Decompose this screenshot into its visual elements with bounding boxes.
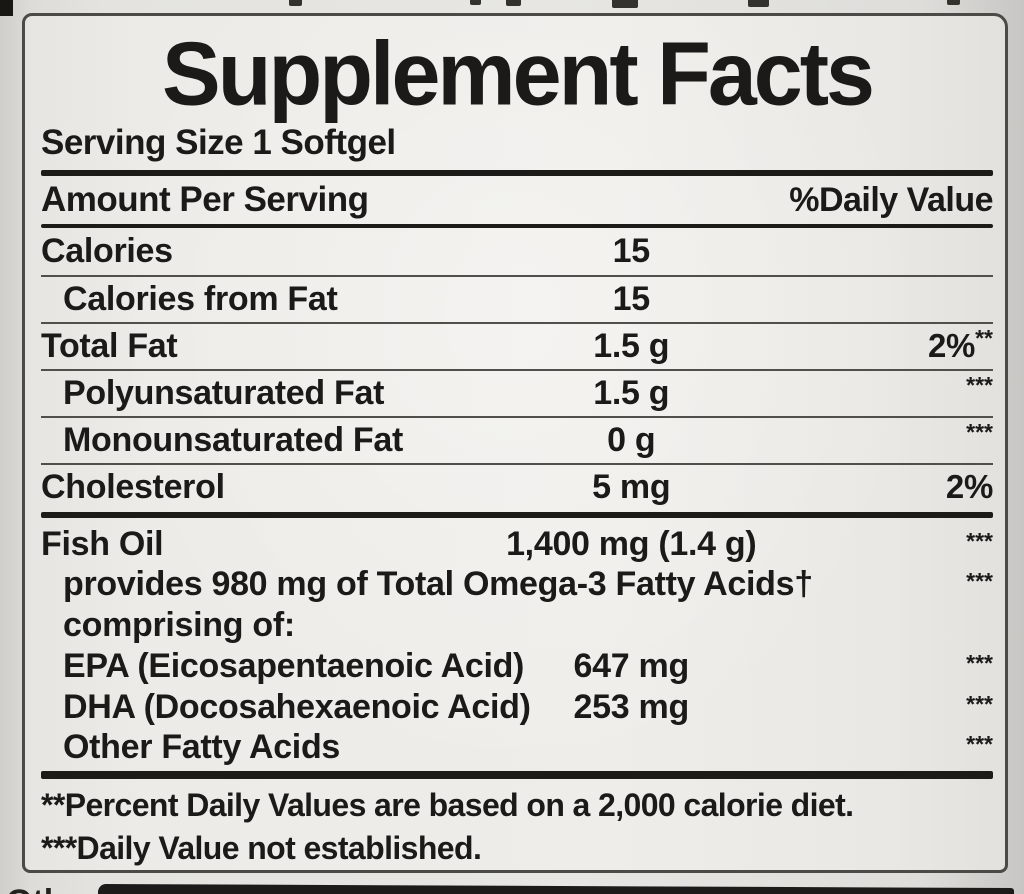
- photo-cutoff-fragment: [470, 0, 481, 5]
- photo-cutoff-fragment: [289, 0, 302, 6]
- table-row: Fish Oil 1,400 mg (1.4 g) ***: [41, 518, 993, 564]
- table-row: EPA (Eicosapentaenoic Acid) 647 mg ***: [41, 646, 993, 687]
- nutrient-amount: 15: [612, 279, 651, 318]
- nutrient-name: Cholesterol: [41, 467, 225, 506]
- daily-value-header: %Daily Value: [789, 180, 993, 219]
- photo-cutoff-strip: Oth: [0, 881, 1024, 894]
- nutrient-amount: 1.5 g: [593, 373, 670, 412]
- table-row: Calories from Fat 15: [41, 274, 993, 322]
- nutrient-table: Calories 15 Calories from Fat 15 Total F…: [41, 228, 993, 510]
- daily-value: ***: [966, 565, 993, 604]
- table-row: provides 980 mg of Total Omega-3 Fatty A…: [41, 564, 993, 605]
- photo-cutoff-fragment: [97, 884, 1015, 894]
- daily-value-footmark: ***: [966, 731, 993, 758]
- nutrient-name: Calories from Fat: [63, 279, 338, 318]
- nutrient-amount: 647 mg: [573, 647, 690, 686]
- table-row: comprising of:: [41, 605, 993, 646]
- divider-thick: [41, 511, 993, 519]
- photo-cutoff-fragment: [612, 0, 638, 8]
- serving-size: Serving Size 1 Softgel: [41, 123, 396, 162]
- daily-value-footmark: ***: [966, 528, 993, 555]
- daily-value-footmark: **: [975, 324, 993, 351]
- nutrient-amount: 0 g: [607, 420, 656, 459]
- nutrient-name: Fish Oil: [41, 525, 164, 564]
- nutrient-name: DHA (Docosahexaenoic Acid): [63, 688, 531, 727]
- supplement-facts-panel: Supplement Facts Serving Size 1 Softgel …: [22, 13, 1008, 873]
- daily-value: 2%: [946, 468, 993, 507]
- nutrient-name: comprising of:: [63, 606, 295, 645]
- footnote-daily-value-not-established: ***Daily Value not established.: [41, 829, 482, 866]
- nutrient-name: Polyunsaturated Fat: [63, 373, 385, 412]
- nutrient-amount: 1,400 mg (1.4 g): [506, 525, 757, 564]
- table-row: Cholesterol 5 mg 2%: [41, 462, 993, 510]
- table-row: Other Fatty Acids ***: [41, 728, 993, 767]
- daily-value: ***: [966, 688, 993, 727]
- table-row: Total Fat 1.5 g 2%**: [41, 321, 993, 369]
- table-row: Monounsaturated Fat 0 g ***: [41, 415, 993, 463]
- nutrient-amount: 1.5 g: [593, 326, 670, 365]
- table-row: Calories 15: [41, 228, 993, 275]
- amount-per-serving-header: Amount Per Serving: [41, 180, 369, 220]
- column-header-row: Amount Per Serving %Daily Value: [41, 176, 993, 224]
- daily-value: ***: [966, 728, 993, 767]
- nutrient-name: Monounsaturated Fat: [63, 420, 403, 459]
- daily-value-footmark: ***: [966, 418, 993, 445]
- panel-title: Supplement Facts: [162, 23, 875, 125]
- daily-value: ***: [966, 647, 993, 686]
- daily-value-pct: 2%: [945, 467, 993, 505]
- photo-cutoff-fragment: [748, 0, 769, 7]
- nutrient-amount: 5 mg: [592, 467, 671, 506]
- daily-value-footmark: ***: [966, 691, 993, 718]
- fish-oil-section: Fish Oil 1,400 mg (1.4 g) *** provides 9…: [41, 518, 993, 767]
- photo-cutoff-fragment: [506, 0, 521, 6]
- daily-value: 2%**: [927, 324, 993, 366]
- nutrient-name: Calories: [41, 231, 173, 270]
- nutrient-amount: 253 mg: [573, 688, 690, 727]
- daily-value-footmark: ***: [966, 650, 993, 677]
- daily-value: ***: [966, 371, 993, 413]
- photo-cutoff-fragment: [0, 0, 13, 16]
- nutrient-name: EPA (Eicosapentaenoic Acid): [63, 647, 525, 686]
- daily-value-footmark: ***: [966, 568, 993, 595]
- photo-cutoff-fragment: [947, 0, 960, 5]
- table-row: DHA (Docosahexaenoic Acid) 253 mg ***: [41, 687, 993, 728]
- daily-value: ***: [966, 525, 993, 564]
- daily-value-footmark: ***: [966, 371, 993, 398]
- footnotes: **Percent Daily Values are based on a 2,…: [41, 784, 993, 870]
- divider-thick: [41, 169, 993, 177]
- divider-medium: [41, 224, 993, 228]
- daily-value-pct: 2%: [927, 326, 976, 364]
- table-row: Polyunsaturated Fat 1.5 g ***: [41, 368, 993, 416]
- cutoff-partial-text: Oth: [6, 883, 65, 894]
- nutrient-amount: 15: [612, 231, 651, 270]
- footnote-percent-daily-values: **Percent Daily Values are based on a 2,…: [41, 786, 854, 823]
- nutrient-name: Total Fat: [41, 326, 178, 365]
- divider-thick: [41, 771, 993, 779]
- daily-value: ***: [966, 418, 993, 460]
- nutrient-name: provides 980 mg of Total Omega-3 Fatty A…: [63, 565, 813, 604]
- nutrient-name: Other Fatty Acids: [63, 728, 341, 767]
